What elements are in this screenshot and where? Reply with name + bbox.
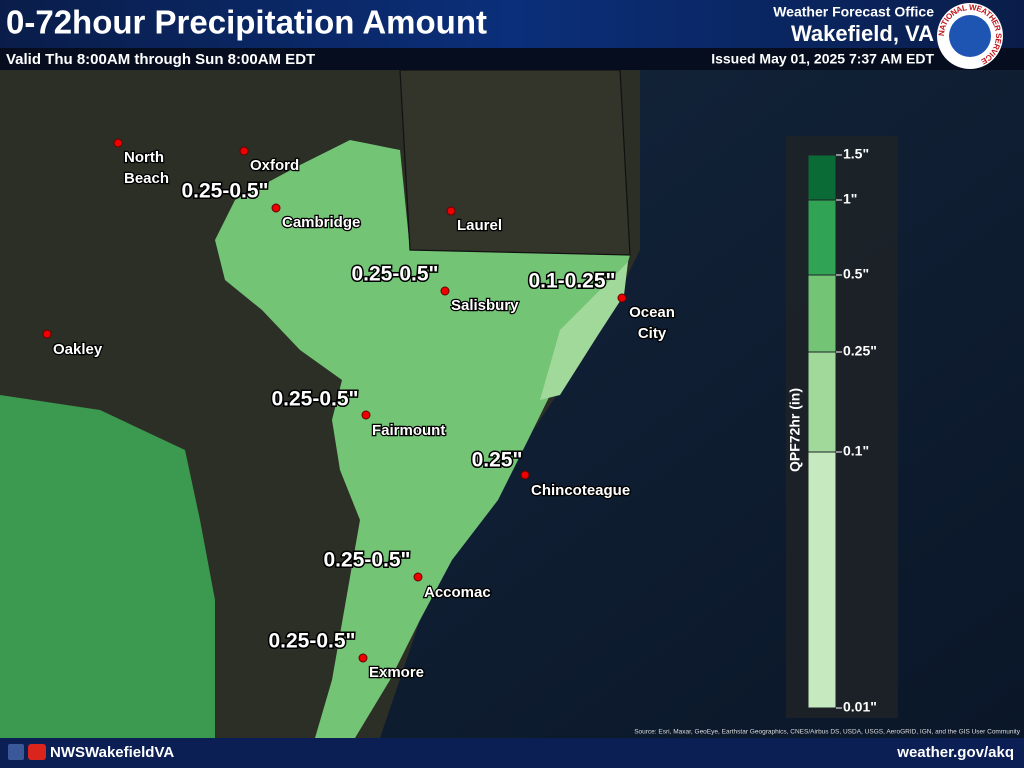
amount-label: 0.25-0.5" (268, 630, 355, 653)
amount-label: 0.25-0.5" (323, 549, 410, 572)
legend-bin (807, 154, 837, 201)
city-dot (520, 470, 530, 480)
subheader-bar (0, 48, 1024, 70)
footer-bar (0, 738, 1024, 768)
city-label: Oxford (250, 157, 299, 174)
city-dot (239, 146, 249, 156)
city-dot (617, 293, 627, 303)
legend: QPF72hr (in) 1.5" 1" 0.5" 0.25" 0.1" 0.01" (786, 136, 898, 718)
header-bar (0, 0, 1024, 48)
city-label: Ocean (629, 304, 675, 321)
office: Wakefield, VA (791, 21, 934, 46)
legend-tick-label: 0.5" (843, 266, 869, 282)
city-label: City (638, 325, 667, 342)
url: weather.gov/akq (896, 744, 1014, 761)
city-label: Oakley (53, 341, 103, 358)
legend-tick-label: 0.25" (843, 343, 877, 359)
city-label: Salisbury (451, 297, 519, 314)
legend-bin (807, 351, 837, 453)
social: NWSWakefieldVA (50, 744, 174, 761)
amount-label: 0.25-0.5" (351, 263, 438, 286)
amount-label: 0.1-0.25" (528, 270, 615, 293)
delaware (399, 69, 631, 256)
legend-tick-label: 0.01" (843, 699, 877, 715)
legend-bin (807, 199, 837, 276)
western-shore-rain (0, 395, 215, 738)
office-line: Weather Forecast Office (773, 4, 934, 20)
city-label: Beach (124, 170, 169, 187)
city-dot (446, 206, 456, 216)
legend-title: QPF72hr (in) (787, 388, 803, 472)
city-label: North (124, 149, 164, 166)
facebook-icon[interactable] (8, 744, 24, 760)
title: 0-72hour Precipitation Amount (6, 4, 487, 41)
city-dot (42, 329, 52, 339)
legend-tick-label: 0.1" (843, 443, 869, 459)
legend-tick-label: 1" (843, 191, 857, 207)
city-label: Exmore (369, 664, 424, 681)
legend-box (786, 136, 898, 718)
city-label: Laurel (457, 217, 502, 234)
coastal-rain (540, 262, 628, 400)
city-label: Chincoteague (531, 482, 630, 499)
peninsula-rain (215, 140, 630, 738)
attribution: Source: Esri, Maxar, GeoEye, Earthstar G… (634, 729, 1021, 736)
legend-bin (807, 451, 837, 709)
city-label: Accomac (424, 584, 491, 601)
legend-bin (807, 274, 837, 353)
city-label: Fairmount (372, 422, 445, 439)
city-dot (413, 572, 423, 582)
city-dot (271, 203, 281, 213)
city-dot (440, 286, 450, 296)
city-dot (113, 138, 123, 148)
issued: Issued May 01, 2025 7:37 AM EDT (711, 51, 934, 67)
subtitle: Valid Thu 8:00AM through Sun 8:00AM EDT (6, 51, 315, 68)
city-label: Cambridge (282, 214, 360, 231)
amount-label: 0.25" (472, 449, 523, 472)
city-dot (358, 653, 368, 663)
amount-label: 0.25-0.5" (181, 180, 268, 203)
legend-tick-label: 1.5" (843, 146, 869, 162)
youtube-icon[interactable] (28, 744, 46, 760)
logo-inner (949, 15, 991, 57)
amount-label: 0.25-0.5" (271, 388, 358, 411)
city-dot (361, 410, 371, 420)
